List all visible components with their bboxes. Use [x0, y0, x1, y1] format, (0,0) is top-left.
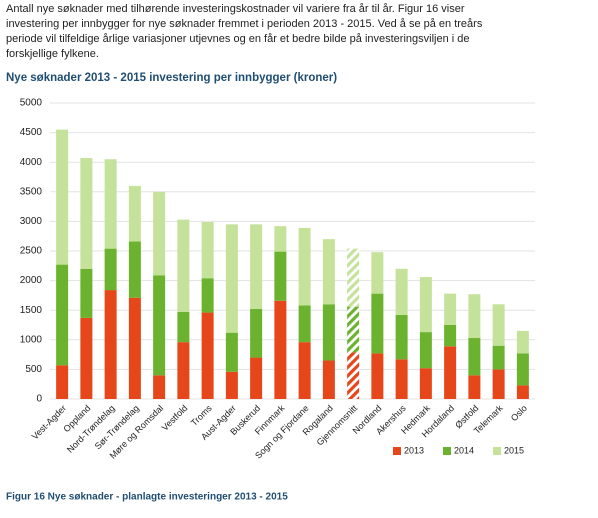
bar-segment: [104, 159, 117, 249]
bar-segment: [468, 375, 481, 399]
bar-segment: [56, 129, 69, 265]
bar-segment: [516, 330, 529, 354]
bar-segment: [298, 305, 311, 343]
caption: Figur 16 Nye søknader - planlagte invest…: [6, 492, 288, 503]
bar-segment: [492, 304, 505, 346]
bar-segment: [468, 338, 481, 376]
bar-segment: [128, 241, 141, 298]
bar-segment: [444, 346, 457, 399]
bar-segment: [395, 268, 408, 315]
bar-segment: [371, 252, 384, 294]
bar-segment: [468, 294, 481, 339]
bar-segment: [274, 300, 287, 399]
y-tick-label: 4500: [20, 127, 43, 138]
bar-segment: [516, 353, 529, 386]
bar-segment: [347, 352, 360, 399]
bar-segment: [225, 371, 238, 399]
intro-line: Antall nye søknader med tilhørende inves…: [6, 3, 465, 15]
bar-segment: [153, 191, 166, 276]
bar-segment: [250, 224, 263, 310]
bar-segment: [371, 293, 384, 354]
chart-title: Nye søknader 2013 - 2015 investering per…: [6, 72, 337, 84]
y-tick-label: 3000: [20, 216, 43, 227]
bar-segment: [177, 342, 190, 399]
intro-line: forskjellige fylkene.: [6, 48, 99, 60]
legend-label: 2015: [504, 445, 524, 455]
y-tick-label: 2000: [20, 275, 43, 286]
bar-segment: [419, 368, 432, 399]
bar-segment: [225, 224, 238, 333]
bar-segment: [492, 345, 505, 370]
bar-segment: [201, 278, 214, 313]
intro-line: periode vil tilfeldige årlige variasjone…: [6, 33, 470, 45]
bar-segment: [201, 312, 214, 399]
intro-line: investering per innbygger for nye søknad…: [6, 18, 483, 30]
bar-segment: [56, 365, 69, 399]
bar-segment: [516, 385, 529, 399]
bar-segment: [371, 353, 384, 399]
bar-segment: [444, 325, 457, 347]
y-tick-label: 1000: [20, 334, 43, 345]
bar-segment: [225, 332, 238, 372]
bar-segment: [419, 332, 432, 369]
bar-segment: [80, 158, 93, 269]
y-tick-label: 4000: [20, 157, 43, 168]
bar-segment: [322, 304, 335, 361]
bar-segment: [419, 277, 432, 333]
legend-swatch: [493, 447, 501, 455]
x-tick-label: Vestfold: [160, 403, 190, 433]
bar-segment: [153, 375, 166, 399]
bar-segment: [322, 239, 335, 305]
legend-swatch: [443, 447, 451, 455]
x-tick-label: Vest-Agder: [30, 403, 69, 442]
bar-segment: [56, 264, 69, 366]
bar-segment: [128, 185, 141, 242]
bar-segment: [347, 306, 360, 353]
bar-segment: [298, 342, 311, 399]
bar-segment: [153, 275, 166, 376]
y-tick-label: 2500: [20, 246, 43, 257]
legend-label: 2014: [454, 445, 474, 455]
bar-segment: [177, 311, 190, 343]
bar-segment: [80, 317, 93, 399]
bar-segment: [274, 251, 287, 301]
bar-segment: [492, 369, 505, 399]
bar-segment: [444, 293, 457, 325]
y-tick-label: 1500: [20, 305, 43, 316]
bar-segment: [395, 359, 408, 399]
x-tick-label: Oslo: [509, 403, 529, 423]
bar-segment: [274, 226, 287, 252]
bar-segment: [298, 227, 311, 306]
bar-segment: [128, 297, 141, 399]
bar-segment: [322, 360, 335, 399]
y-tick-label: 500: [25, 364, 42, 375]
legend-label: 2013: [404, 445, 424, 455]
bar-segment: [395, 314, 408, 360]
bar-segment: [104, 290, 117, 399]
bar-segment: [347, 248, 360, 307]
bar-segment: [104, 248, 117, 291]
bar-segment: [250, 357, 263, 399]
bar-segment: [177, 219, 190, 312]
legend-swatch: [393, 447, 401, 455]
bar-segment: [250, 309, 263, 358]
bar-segment: [201, 221, 214, 279]
y-tick-label: 0: [36, 394, 42, 405]
y-tick-label: 3500: [20, 186, 43, 197]
y-tick-label: 5000: [20, 98, 43, 109]
bar-segment: [80, 268, 93, 318]
